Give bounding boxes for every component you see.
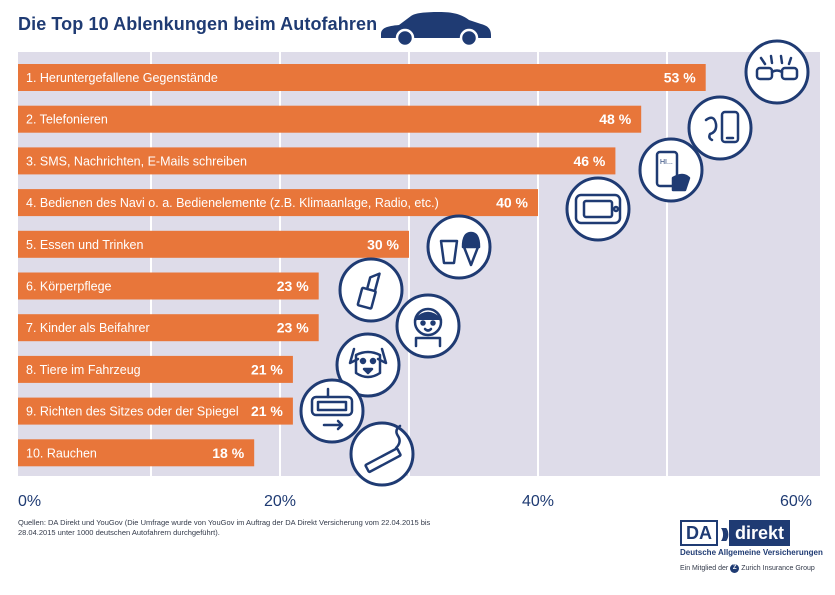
logo-da: DA	[680, 520, 718, 546]
value-label: 23 %	[277, 320, 309, 336]
category-label: 2. Telefonieren	[26, 113, 108, 127]
drink-icecream-icon	[426, 214, 492, 280]
svg-text:HI...: HI...	[660, 159, 673, 166]
category-label: 4. Bedienen des Navi o. a. Bedienelement…	[26, 196, 439, 210]
bar	[18, 189, 538, 217]
value-label: 23 %	[277, 278, 309, 294]
phone-ear-icon	[687, 95, 753, 161]
bar	[18, 314, 319, 342]
bar	[18, 439, 255, 467]
glasses-icon	[744, 39, 810, 105]
mirror-icon	[299, 378, 365, 444]
logo-member-text: Ein Mitglied der	[680, 565, 729, 572]
company-logo: DA ))) direkt Deutsche Allgemeine Versic…	[680, 520, 825, 573]
bar	[18, 397, 293, 425]
value-label: 18 %	[212, 445, 244, 461]
category-label: 9. Richten des Sitzes oder der Spiegel	[26, 405, 239, 419]
chart-title: Die Top 10 Ablenkungen beim Autofahren	[18, 14, 378, 34]
value-label: 48 %	[599, 111, 631, 127]
category-label: 6. Körperpflege	[26, 280, 112, 294]
x-tick-label: 40%	[522, 493, 554, 510]
source-note: Quellen: DA Direkt und YouGov (Die Umfra…	[18, 518, 431, 537]
car-icon	[381, 12, 491, 48]
navigation-device-icon	[565, 176, 631, 242]
logo-group-text: Zurich Insurance Group	[741, 565, 815, 572]
category-label: 8. Tiere im Fahrzeug	[26, 363, 141, 377]
dog-icon	[335, 332, 401, 398]
lipstick-icon	[338, 257, 404, 323]
logo-member-line: Ein Mitglied der Z Zurich Insurance Grou…	[680, 564, 825, 573]
value-label: 46 %	[573, 153, 605, 169]
child-icon	[395, 293, 461, 359]
x-tick-label: 0%	[18, 493, 41, 510]
value-label: 21 %	[251, 361, 283, 377]
x-tick-label: 60%	[780, 493, 812, 510]
category-label: 10. Rauchen	[26, 446, 97, 460]
bar	[18, 355, 293, 383]
zurich-icon: Z	[730, 564, 740, 573]
value-label: 30 %	[367, 236, 399, 252]
value-label: 21 %	[251, 403, 283, 419]
value-label: 53 %	[664, 70, 696, 86]
category-label: 7. Kinder als Beifahrer	[26, 321, 150, 335]
bar	[18, 230, 409, 258]
logo-waves-icon: )))	[721, 525, 729, 541]
logo-direkt: direkt	[729, 520, 791, 546]
bar	[18, 105, 642, 133]
smartphone-hand-icon: HI...	[638, 137, 704, 203]
category-label: 5. Essen und Trinken	[26, 238, 143, 252]
category-label: 3. SMS, Nachrichten, E-Mails schreiben	[26, 154, 247, 168]
bar-chart: 1. Heruntergefallene Gegenstände 53 % 2. T…	[18, 39, 820, 510]
x-tick-label: 20%	[264, 493, 296, 510]
logo-subtitle: Deutsche Allgemeine Versicherungen	[680, 548, 823, 557]
category-label: 1. Heruntergefallene Gegenstände	[26, 71, 218, 85]
cigarette-icon	[349, 421, 415, 487]
bar	[18, 147, 616, 175]
value-label: 40 %	[496, 195, 528, 211]
bar	[18, 272, 319, 300]
bar	[18, 64, 706, 91]
